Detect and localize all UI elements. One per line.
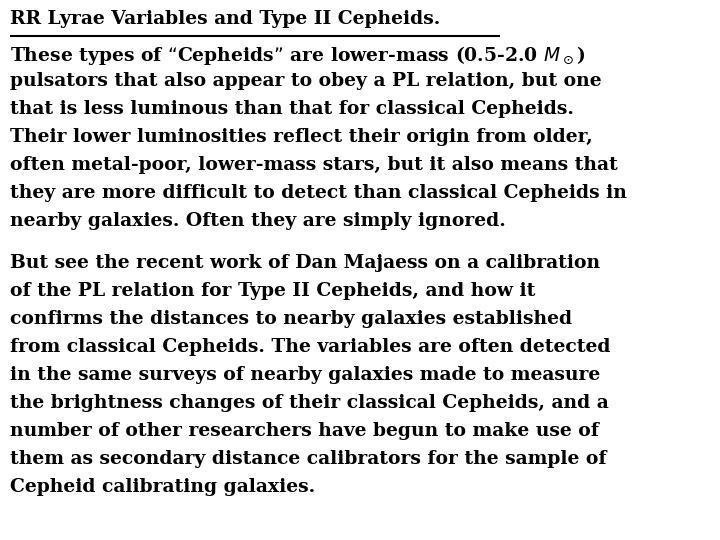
Text: These types of “Cepheids” are lower-mass (0.5-2.0 $M_\odot$): These types of “Cepheids” are lower-mass… xyxy=(10,44,585,67)
Text: number of other researchers have begun to make use of: number of other researchers have begun t… xyxy=(10,422,599,440)
Text: that is less luminous than that for classical Cepheids.: that is less luminous than that for clas… xyxy=(10,100,574,118)
Text: in the same surveys of nearby galaxies made to measure: in the same surveys of nearby galaxies m… xyxy=(10,366,600,384)
Text: pulsators that also appear to obey a PL relation, but one: pulsators that also appear to obey a PL … xyxy=(10,72,602,90)
Text: often metal-poor, lower-mass stars, but it also means that: often metal-poor, lower-mass stars, but … xyxy=(10,156,618,174)
Text: them as secondary distance calibrators for the sample of: them as secondary distance calibrators f… xyxy=(10,450,606,468)
Text: Their lower luminosities reflect their origin from older,: Their lower luminosities reflect their o… xyxy=(10,128,593,146)
Text: nearby galaxies. Often they are simply ignored.: nearby galaxies. Often they are simply i… xyxy=(10,212,505,230)
Text: confirms the distances to nearby galaxies established: confirms the distances to nearby galaxie… xyxy=(10,310,572,328)
Text: of the PL relation for Type II Cepheids, and how it: of the PL relation for Type II Cepheids,… xyxy=(10,282,536,300)
Text: RR Lyrae Variables and Type II Cepheids.: RR Lyrae Variables and Type II Cepheids. xyxy=(10,10,440,28)
Text: Cepheid calibrating galaxies.: Cepheid calibrating galaxies. xyxy=(10,478,315,496)
Text: they are more difficult to detect than classical Cepheids in: they are more difficult to detect than c… xyxy=(10,184,627,202)
Text: the brightness changes of their classical Cepheids, and a: the brightness changes of their classica… xyxy=(10,394,608,412)
Text: from classical Cepheids. The variables are often detected: from classical Cepheids. The variables a… xyxy=(10,338,611,356)
Text: But see the recent work of Dan Majaess on a calibration: But see the recent work of Dan Majaess o… xyxy=(10,254,600,272)
